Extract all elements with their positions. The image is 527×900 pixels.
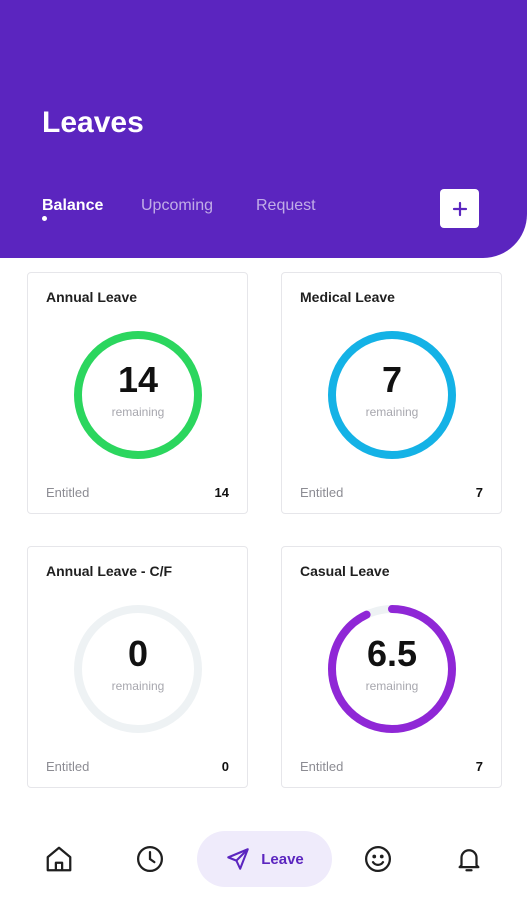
leave-card-medical[interactable]: Medical Leave 7 remaining Entitled 7 — [281, 272, 502, 514]
send-icon — [227, 848, 249, 870]
card-title: Casual Leave — [300, 563, 390, 579]
entitled-value: 0 — [221, 759, 229, 774]
page-title: Leaves — [42, 106, 144, 139]
tab-upcoming[interactable]: Upcoming — [141, 197, 214, 214]
remaining-value: 0 — [127, 633, 149, 674]
entitled-label: Entitled — [46, 485, 90, 500]
card-title: Annual Leave - C/F — [46, 563, 173, 579]
balance-ring: 6.5 remaining — [326, 603, 458, 735]
entitled-value: 7 — [475, 759, 483, 774]
remaining-value: 7 — [381, 359, 403, 400]
remaining-label: remaining — [111, 405, 165, 419]
nav-history[interactable] — [132, 841, 168, 877]
leave-card-annual[interactable]: Annual Leave 14 remaining Entitled 14 — [27, 272, 248, 514]
home-icon — [46, 846, 72, 872]
clock-icon — [137, 846, 163, 872]
remaining-value: 14 — [117, 359, 159, 400]
leave-card-casual[interactable]: Casual Leave 6.5 remaining Entitled 7 — [281, 546, 502, 788]
remaining-label: remaining — [365, 405, 419, 419]
entitled-label: Entitled — [46, 759, 90, 774]
bell-icon — [458, 849, 480, 872]
active-tab-indicator — [42, 216, 47, 221]
card-title: Annual Leave — [46, 289, 138, 305]
entitled-label: Entitled — [300, 485, 344, 500]
entitled-value: 14 — [214, 485, 229, 500]
nav-leave[interactable]: Leave — [197, 831, 332, 887]
header: Leaves Balance Upcoming Request — [0, 0, 527, 258]
plus-icon — [452, 201, 467, 216]
remaining-label: remaining — [111, 679, 165, 693]
balance-ring: 0 remaining — [72, 603, 204, 735]
entitled-value: 7 — [475, 485, 483, 500]
balance-ring: 14 remaining — [72, 329, 204, 461]
tab-request[interactable]: Request — [256, 197, 316, 214]
card-title: Medical Leave — [300, 289, 395, 305]
tab-balance[interactable]: Balance — [42, 197, 104, 214]
nav-mood[interactable] — [360, 841, 396, 877]
entitled-label: Entitled — [300, 759, 344, 774]
balance-ring: 7 remaining — [326, 329, 458, 461]
nav-home[interactable] — [41, 841, 77, 877]
add-leave-button[interactable] — [440, 189, 479, 228]
remaining-value: 6.5 — [366, 633, 418, 674]
smiley-icon — [365, 846, 391, 872]
nav-leave-label: Leave — [261, 850, 304, 868]
leave-card-annual-cf[interactable]: Annual Leave - C/F 0 remaining Entitled … — [27, 546, 248, 788]
nav-notifications[interactable] — [451, 841, 487, 877]
remaining-label: remaining — [365, 679, 419, 693]
bottom-nav: Leave — [0, 820, 527, 900]
